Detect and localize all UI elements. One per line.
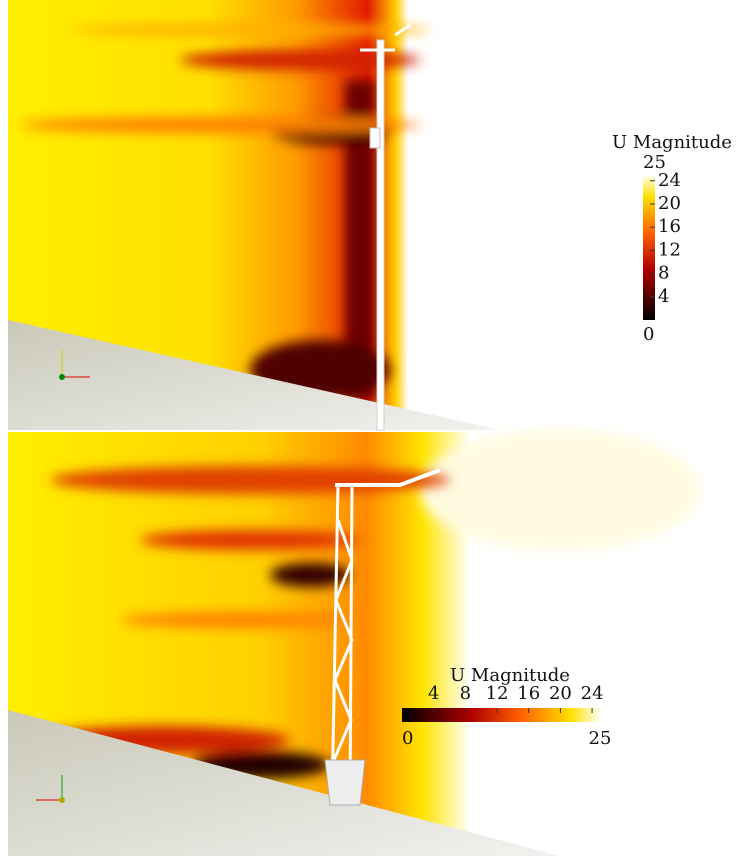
tick-label: 12 bbox=[486, 683, 509, 704]
tick-label: 4 bbox=[428, 683, 439, 704]
tick-label: 12 bbox=[658, 239, 681, 260]
tower bbox=[376, 39, 385, 431]
boom bbox=[335, 468, 441, 487]
colorbar-min: 0 bbox=[402, 728, 413, 749]
colorbar-title: U Magnitude bbox=[612, 132, 732, 153]
top-panel bbox=[8, 0, 500, 431]
colorbar-max: 25 bbox=[589, 728, 612, 749]
lattice-tower bbox=[330, 484, 354, 801]
colorbar-title: U Magnitude bbox=[450, 665, 570, 686]
tick-label: 24 bbox=[658, 170, 681, 191]
ground bbox=[8, 710, 560, 856]
tick-label: 8 bbox=[658, 263, 669, 284]
sensor bbox=[369, 127, 381, 149]
colorbar-min: 0 bbox=[643, 324, 654, 345]
base bbox=[324, 759, 366, 806]
tick-label: 20 bbox=[658, 193, 681, 214]
tick-label: 20 bbox=[549, 683, 572, 704]
bottom-panel bbox=[8, 430, 700, 856]
wake-streaks bbox=[30, 466, 450, 779]
colorbar bbox=[643, 175, 655, 320]
tick-label: 16 bbox=[658, 216, 681, 237]
colorbar-max: 25 bbox=[643, 152, 666, 173]
tick-label: 24 bbox=[581, 683, 604, 704]
axes-triad bbox=[59, 350, 90, 380]
tick-label: 16 bbox=[517, 683, 540, 704]
boom bbox=[360, 23, 411, 52]
tick-label: 4 bbox=[658, 286, 669, 307]
tick-label: 8 bbox=[460, 683, 471, 704]
colorbar bbox=[402, 708, 600, 722]
axes-triad bbox=[36, 775, 65, 803]
